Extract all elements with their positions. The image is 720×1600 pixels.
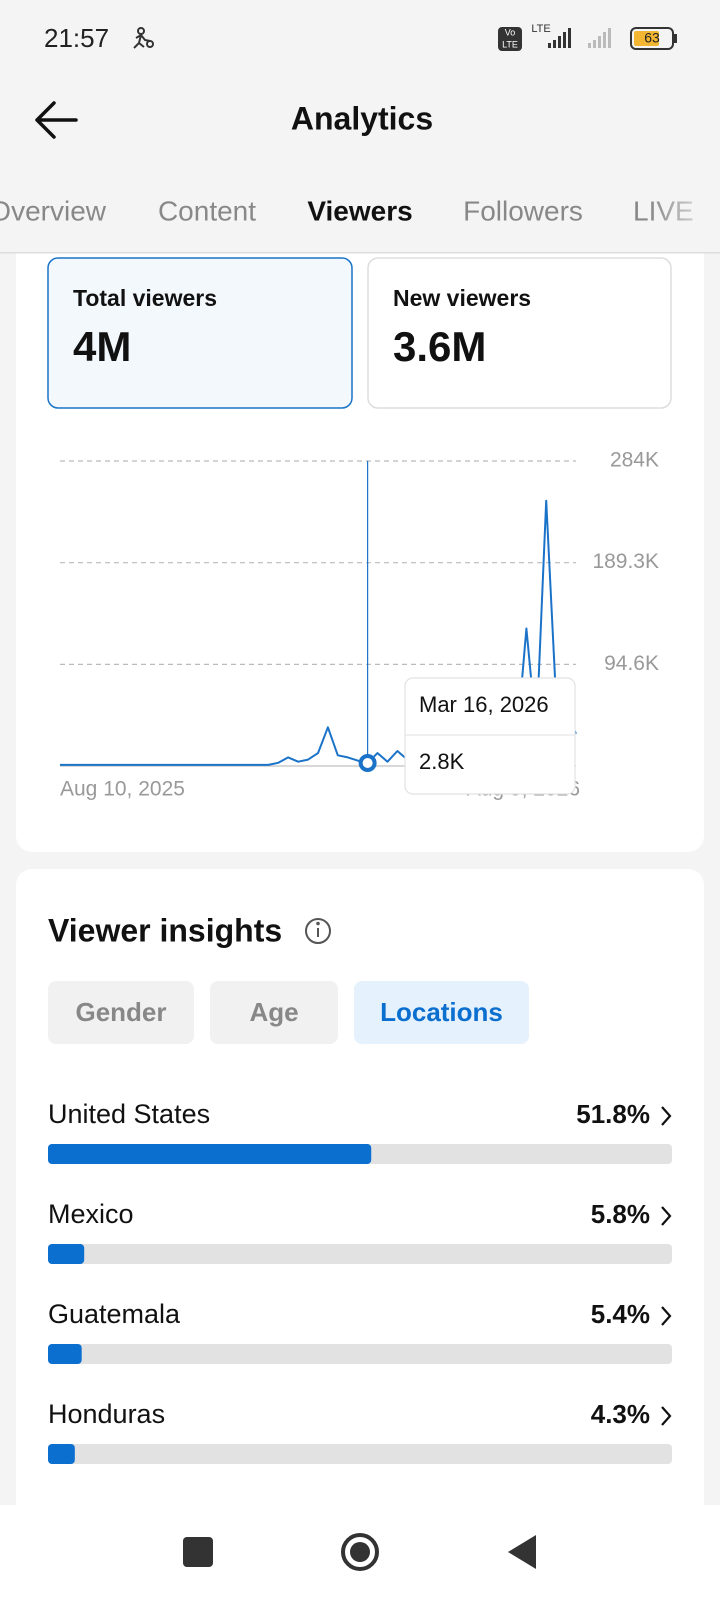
nav-home[interactable] (341, 1533, 379, 1571)
tab[interactable]: Followers (463, 195, 583, 226)
y-tick-label: 284K (610, 449, 659, 472)
volte-bottom: LTE (502, 39, 518, 49)
battery-outline (630, 27, 674, 50)
segment-button[interactable] (354, 981, 529, 1044)
tooltip-box (404, 677, 576, 795)
bar (48, 1144, 372, 1164)
battery-text: 63 (644, 30, 660, 46)
location-name: Guatemala (48, 1299, 181, 1329)
tooltip-value: 2.8K (419, 749, 465, 774)
nav-back[interactable] (508, 1535, 536, 1569)
tab[interactable]: Overview (0, 195, 107, 226)
segment-button[interactable] (48, 981, 194, 1044)
nav-home-dot (350, 1542, 370, 1562)
segment-control: Gender Age Locations (48, 981, 529, 1044)
insights-card (16, 869, 704, 1569)
tooltip-date: Mar 16, 2026 (419, 692, 549, 717)
location-name: Mexico (48, 1199, 134, 1229)
info-icon[interactable] (305, 918, 331, 944)
chevron[interactable] (661, 1206, 672, 1226)
battery-tip (674, 34, 677, 43)
network-type: LTE (531, 23, 550, 35)
signal-1 (548, 28, 571, 48)
metric-label: New viewers (393, 285, 531, 311)
x-tick-label: Aug 10, 2025 (60, 778, 185, 801)
location-percent: 5.8% (591, 1199, 650, 1229)
chevron[interactable] (661, 1306, 672, 1326)
header-title: Analytics (291, 100, 433, 136)
tab-bar: OverviewContentViewersFollowersLIVE (0, 195, 694, 226)
location-name: Honduras (48, 1399, 165, 1429)
tab-divider-2 (0, 252, 720, 254)
battery-level (634, 31, 659, 46)
metric-value: 3.6M (393, 323, 486, 370)
back-button[interactable] (35, 101, 78, 139)
bar-track (48, 1244, 672, 1264)
y-tick-label: 189.3K (592, 550, 659, 573)
status-time: 21:57 (44, 23, 109, 53)
segment-label: Age (249, 997, 298, 1027)
bar (48, 1344, 82, 1364)
bar (48, 1244, 85, 1264)
signal-2 (588, 28, 611, 48)
bar-track (48, 1344, 672, 1364)
volte-top: Vo (505, 27, 516, 37)
location-name: United States (48, 1099, 210, 1129)
metric-value: 4M (73, 323, 131, 370)
chevron[interactable] (661, 1406, 672, 1426)
volte-icon (498, 27, 522, 51)
segment-button[interactable] (210, 981, 338, 1044)
location-percent: 51.8% (576, 1099, 650, 1129)
nav-recent[interactable] (183, 1537, 213, 1567)
cursor-point (358, 753, 377, 772)
metric-label: Total viewers (73, 285, 217, 311)
bar (48, 1444, 75, 1464)
location-percent: 5.4% (591, 1299, 650, 1329)
location-percent: 4.3% (591, 1399, 650, 1429)
y-tick-label: 94.6K (604, 652, 659, 675)
insights-title: Viewer insights (48, 912, 282, 948)
bar-track (48, 1444, 672, 1464)
location-list: United States 51.8% Mexico 5.8% Guatemala 5.4… (48, 1099, 672, 1464)
chevron[interactable] (661, 1106, 672, 1126)
tab[interactable]: Content (158, 195, 256, 226)
segment-label: Gender (75, 997, 166, 1027)
tab[interactable]: Viewers (307, 195, 412, 226)
metric-card-active[interactable] (47, 257, 353, 409)
metric-card[interactable] (367, 257, 672, 409)
card-top-cover (0, 230, 720, 252)
segment-label: Locations (380, 997, 503, 1027)
status-icon-activity (133, 27, 154, 49)
tab-fade (650, 185, 720, 235)
